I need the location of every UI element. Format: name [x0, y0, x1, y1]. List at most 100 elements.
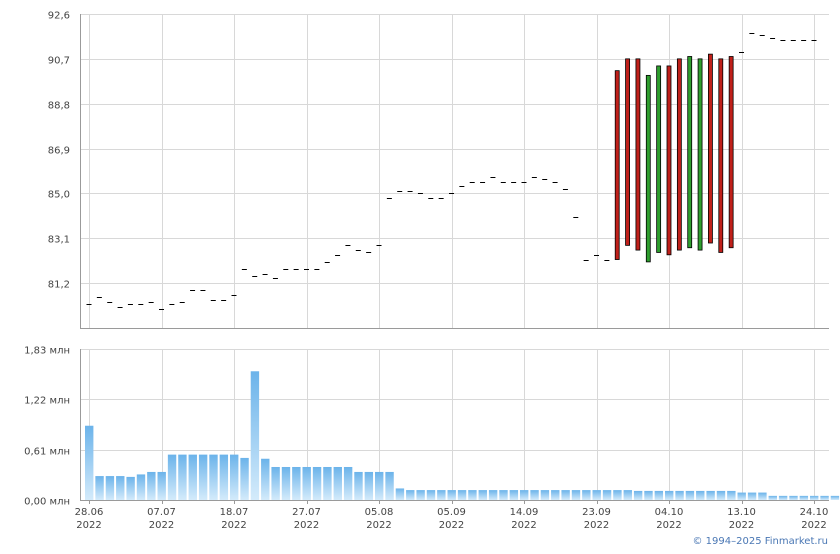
- candle-up: [687, 56, 693, 249]
- volume-bar: [333, 466, 342, 500]
- candle-down: [676, 58, 682, 251]
- volume-bar: [406, 490, 415, 500]
- volume-bar: [457, 490, 467, 500]
- volume-bar: [447, 490, 456, 500]
- volume-bar: [592, 490, 601, 500]
- candle-down: [708, 53, 713, 244]
- copyright-text[interactable]: © 1994–2025 Finmarket.ru: [692, 536, 828, 547]
- volume-bar: [778, 495, 788, 500]
- volume-bar: [426, 490, 436, 500]
- x-tick-date-label: 24.10: [800, 507, 829, 518]
- price-panel: 92,6 90,7 88,8 86,9 85,0 83,1 81,2: [48, 11, 829, 329]
- volume-bar: [675, 490, 684, 500]
- volume-bar: [830, 495, 840, 500]
- x-tick-year-label: 2022: [439, 520, 464, 531]
- volume-bar: [395, 488, 405, 500]
- volume-bar: [789, 495, 798, 500]
- x-tick-date-label: 05.08: [365, 507, 394, 518]
- volume-y-tick-label: 1,83 млн: [24, 346, 70, 357]
- volume-bar: [478, 490, 487, 500]
- volume-panel: 1,83 млн 1,22 млн 0,61 млн 0,00 млн: [24, 346, 840, 508]
- volume-bar: [685, 490, 695, 500]
- volume-bar: [530, 490, 539, 500]
- volume-bar: [85, 425, 94, 500]
- volume-bar: [126, 476, 135, 500]
- volume-bar: [810, 495, 819, 500]
- x-tick-date-label: 23.09: [582, 507, 611, 518]
- x-tick-year-label: 2022: [584, 520, 609, 531]
- volume-bar: [499, 490, 508, 500]
- x-tick-year-label: 2022: [366, 520, 391, 531]
- volume-bar: [540, 490, 550, 500]
- volume-bar: [758, 492, 767, 500]
- x-tick-date-label: 07.07: [147, 507, 176, 518]
- volume-bar: [343, 466, 353, 500]
- volume-bar: [95, 476, 104, 500]
- volume-bar: [468, 490, 477, 500]
- volume-bar: [727, 490, 736, 500]
- volume-bar: [157, 471, 166, 500]
- volume-bar: [644, 490, 653, 500]
- volume-bar: [219, 454, 229, 500]
- x-tick-year-label: 2022: [729, 520, 754, 531]
- candle-down: [625, 58, 630, 246]
- volume-bar: [654, 490, 664, 500]
- volume-bar: [230, 454, 239, 500]
- price-y-tick-label: 83,1: [48, 235, 70, 246]
- candle-up: [645, 74, 651, 263]
- candle-up: [656, 65, 662, 253]
- volume-bar: [240, 457, 249, 500]
- volume-bar: [509, 490, 519, 500]
- volume-bar: [292, 466, 301, 500]
- volume-y-tick-label: 0,61 млн: [24, 447, 70, 458]
- volume-bar: [633, 490, 643, 500]
- volume-bar: [188, 454, 197, 500]
- volume-bar: [623, 490, 632, 500]
- x-tick-date-label: 14.09: [510, 507, 539, 518]
- price-y-tick-label: 90,7: [48, 56, 70, 67]
- volume-bar: [716, 490, 726, 500]
- volume-bar: [488, 490, 498, 500]
- volume-bar: [665, 490, 674, 500]
- volume-bar: [281, 466, 291, 500]
- volume-bar: [768, 495, 777, 500]
- x-tick-date-label: 05.09: [437, 507, 466, 518]
- volume-bar: [147, 471, 156, 500]
- volume-bar: [551, 490, 560, 500]
- x-tick-date-label: 13.10: [727, 507, 756, 518]
- volume-bar: [820, 495, 829, 500]
- volume-bar: [799, 495, 809, 500]
- volume-bar: [209, 454, 218, 500]
- volume-bar: [602, 490, 612, 500]
- volume-bar: [178, 454, 187, 500]
- volume-bar: [302, 466, 311, 500]
- volume-bar: [737, 492, 746, 500]
- volume-bar: [561, 490, 570, 500]
- candle-up: [697, 58, 703, 251]
- candle-down: [666, 65, 672, 256]
- volume-bar: [385, 471, 394, 500]
- x-tick-date-label: 04.10: [655, 507, 684, 518]
- price-y-tick-label: 81,2: [48, 280, 70, 291]
- volume-bar: [250, 371, 260, 500]
- price-y-tick-label: 86,9: [48, 146, 70, 157]
- volume-bar: [582, 490, 591, 500]
- price-y-tick-label: 92,6: [48, 11, 70, 22]
- candle-down: [718, 58, 724, 253]
- x-tick-date-label: 18.07: [220, 507, 249, 518]
- volume-bar: [167, 454, 177, 500]
- price-y-tick-label: 88,8: [48, 101, 70, 112]
- volume-bar: [105, 476, 115, 500]
- volume-bar: [354, 471, 363, 500]
- volume-bar: [696, 490, 705, 500]
- x-tick-year-label: 2022: [76, 520, 101, 531]
- volume-bar: [437, 490, 446, 500]
- x-tick-date-label: 28.06: [75, 507, 104, 518]
- volume-bar: [261, 458, 270, 500]
- price-y-tick-label: 85,0: [48, 190, 70, 201]
- volume-bar: [364, 471, 374, 500]
- volume-bar: [613, 490, 622, 500]
- candle-down: [728, 56, 734, 249]
- volume-bar: [706, 490, 715, 500]
